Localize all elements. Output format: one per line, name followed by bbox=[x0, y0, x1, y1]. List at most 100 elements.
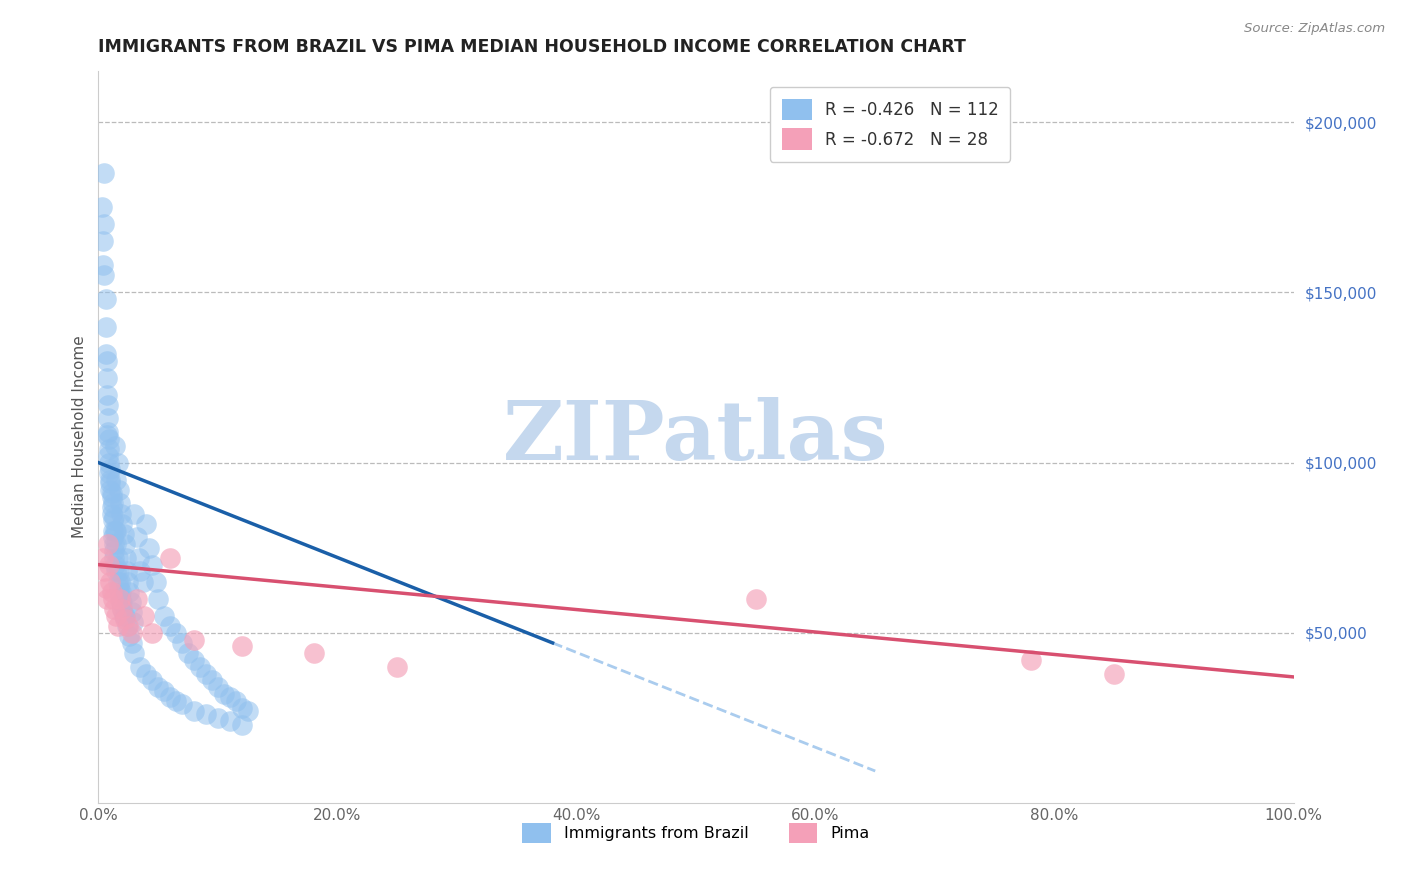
Point bbox=[225, 694, 247, 708]
Point bbox=[98, 456, 121, 470]
Point bbox=[98, 462, 122, 476]
Point bbox=[107, 550, 129, 565]
Point bbox=[125, 591, 148, 606]
Point bbox=[115, 550, 138, 565]
Point bbox=[91, 258, 114, 272]
Point bbox=[111, 602, 134, 616]
Point bbox=[122, 615, 145, 630]
Point bbox=[98, 442, 121, 456]
Point bbox=[105, 565, 128, 579]
Point bbox=[94, 347, 117, 361]
Point bbox=[94, 319, 117, 334]
Point bbox=[385, 659, 409, 673]
Point bbox=[183, 653, 205, 667]
Point bbox=[121, 636, 143, 650]
Point bbox=[108, 496, 131, 510]
Point bbox=[103, 550, 125, 565]
Point bbox=[105, 524, 128, 538]
Point bbox=[131, 574, 153, 589]
Point bbox=[103, 602, 125, 616]
Point bbox=[107, 619, 129, 633]
Text: ZIPatlas: ZIPatlas bbox=[503, 397, 889, 477]
Point bbox=[117, 619, 139, 633]
Point bbox=[124, 646, 146, 660]
Point bbox=[100, 585, 122, 599]
Point bbox=[110, 507, 132, 521]
Point bbox=[118, 585, 141, 599]
Point bbox=[104, 558, 127, 572]
Point bbox=[121, 605, 143, 619]
Point bbox=[98, 475, 122, 490]
Point bbox=[153, 608, 176, 623]
Point bbox=[219, 690, 242, 705]
Point bbox=[98, 432, 121, 446]
Point bbox=[135, 666, 157, 681]
Point bbox=[98, 473, 122, 487]
Point bbox=[93, 218, 115, 232]
Point bbox=[114, 612, 136, 626]
Point bbox=[302, 646, 325, 660]
Point bbox=[93, 565, 115, 579]
Point bbox=[94, 293, 117, 307]
Point bbox=[98, 574, 122, 589]
Point bbox=[98, 558, 121, 572]
Point bbox=[745, 591, 768, 606]
Point bbox=[96, 428, 118, 442]
Point bbox=[183, 632, 205, 647]
Point bbox=[1019, 653, 1042, 667]
Point bbox=[195, 666, 218, 681]
Point bbox=[101, 513, 124, 527]
Point bbox=[98, 466, 121, 480]
Point bbox=[107, 483, 129, 497]
Point bbox=[103, 544, 125, 558]
Point bbox=[91, 235, 114, 249]
Point bbox=[112, 527, 135, 541]
Point bbox=[107, 574, 129, 589]
Point bbox=[107, 565, 129, 579]
Point bbox=[108, 574, 131, 589]
Point bbox=[105, 608, 128, 623]
Point bbox=[100, 507, 122, 521]
Point bbox=[107, 456, 129, 470]
Point bbox=[212, 687, 235, 701]
Point bbox=[97, 449, 120, 463]
Point bbox=[145, 574, 167, 589]
Point bbox=[207, 680, 229, 694]
Point bbox=[172, 697, 194, 711]
Point bbox=[93, 268, 115, 283]
Point bbox=[159, 690, 181, 705]
Point bbox=[100, 500, 122, 514]
Point bbox=[148, 591, 170, 606]
Point bbox=[165, 694, 187, 708]
Point bbox=[231, 700, 253, 714]
Point bbox=[105, 537, 128, 551]
Point bbox=[117, 574, 139, 589]
Point bbox=[104, 439, 127, 453]
Point bbox=[103, 537, 125, 551]
Point bbox=[207, 711, 229, 725]
Text: Source: ZipAtlas.com: Source: ZipAtlas.com bbox=[1244, 22, 1385, 36]
Point bbox=[108, 591, 131, 606]
Point bbox=[177, 646, 200, 660]
Point bbox=[148, 680, 170, 694]
Point bbox=[111, 516, 134, 531]
Point bbox=[100, 490, 122, 504]
Point bbox=[172, 636, 194, 650]
Point bbox=[231, 717, 253, 731]
Point bbox=[97, 425, 120, 439]
Point bbox=[231, 640, 253, 654]
Point bbox=[129, 565, 152, 579]
Point bbox=[111, 602, 134, 616]
Point bbox=[159, 550, 181, 565]
Point bbox=[98, 483, 122, 497]
Point bbox=[125, 531, 148, 545]
Point bbox=[97, 411, 120, 425]
Point bbox=[124, 507, 146, 521]
Point bbox=[201, 673, 224, 688]
Y-axis label: Median Household Income: Median Household Income bbox=[72, 335, 87, 539]
Point bbox=[141, 625, 163, 640]
Point bbox=[97, 398, 120, 412]
Point bbox=[1104, 666, 1126, 681]
Point bbox=[96, 370, 118, 384]
Point bbox=[103, 510, 125, 524]
